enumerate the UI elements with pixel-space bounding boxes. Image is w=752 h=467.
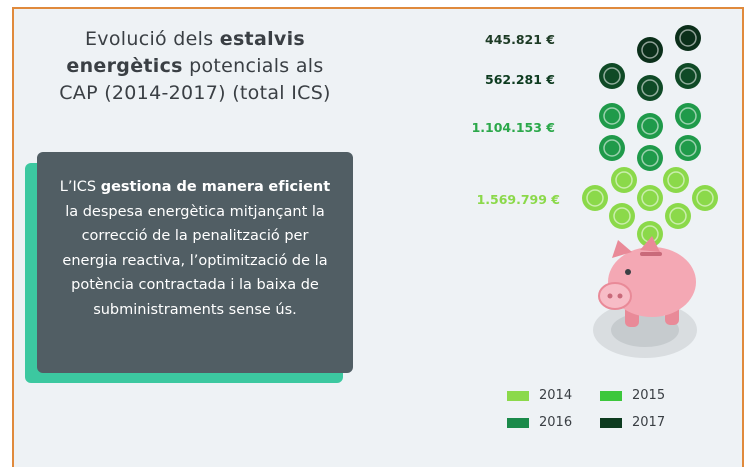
coin bbox=[599, 63, 625, 89]
pig-snout bbox=[599, 283, 631, 309]
page: Estalvis energètics html, body { margin:… bbox=[0, 0, 752, 459]
coin bbox=[637, 145, 663, 171]
pig-eye bbox=[625, 269, 631, 275]
pig-nostril bbox=[618, 294, 623, 299]
coin bbox=[637, 75, 663, 101]
callout-text: L’ICS bbox=[60, 179, 96, 195]
legend-label: 2014 bbox=[539, 388, 572, 403]
title-bold: energètics bbox=[66, 55, 182, 77]
title-part: potencials als bbox=[189, 55, 323, 77]
coin bbox=[637, 185, 663, 211]
coin bbox=[675, 103, 701, 129]
body: {"title": {"parts": ["Evolució dels", "e… bbox=[0, 0, 752, 459]
callout-text: la despesa energètica mitjançant la corr… bbox=[62, 204, 327, 318]
legend-item: 2014 bbox=[507, 388, 572, 403]
legend-label: 2017 bbox=[632, 415, 665, 430]
coin bbox=[611, 167, 637, 193]
coin bbox=[609, 203, 635, 229]
coin bbox=[675, 25, 701, 51]
coin bbox=[675, 63, 701, 89]
title-part: Evolució dels bbox=[85, 28, 213, 50]
title: Evolució dels estalvis energètics potenci… bbox=[30, 26, 360, 107]
saving-amount: 562.281 € bbox=[445, 72, 555, 87]
legend-label: 2015 bbox=[632, 388, 665, 403]
callout: L’ICS gestiona de manera eficient la des… bbox=[37, 152, 353, 373]
coin bbox=[675, 135, 701, 161]
coin bbox=[692, 185, 718, 211]
legend-swatch bbox=[507, 418, 529, 428]
coins bbox=[582, 25, 718, 247]
legend-item: 2017 bbox=[600, 415, 665, 430]
coin bbox=[663, 167, 689, 193]
legend-swatch bbox=[507, 391, 529, 401]
legend-label: 2016 bbox=[539, 415, 572, 430]
pig-nostril bbox=[608, 294, 613, 299]
coin bbox=[599, 135, 625, 161]
coin bbox=[599, 103, 625, 129]
callout-bold: gestiona de manera bbox=[101, 179, 264, 195]
legend-item: 2016 bbox=[507, 415, 572, 430]
coin bbox=[637, 113, 663, 139]
legend-item: 2015 bbox=[600, 388, 665, 403]
callout-bold: eficient bbox=[268, 179, 330, 195]
legend-swatch bbox=[600, 391, 622, 401]
title-part: CAP (2014-2017) (total ICS) bbox=[59, 82, 331, 104]
legend-swatch bbox=[600, 418, 622, 428]
saving-amount: 1.569.799 € bbox=[450, 192, 560, 207]
coin-slot bbox=[640, 252, 662, 256]
title-bold: estalvis bbox=[220, 28, 305, 50]
coin bbox=[637, 37, 663, 63]
coin bbox=[582, 185, 608, 211]
saving-amount: 445.821 € bbox=[445, 32, 555, 47]
saving-amount: 1.104.153 € bbox=[445, 120, 555, 135]
coin bbox=[665, 203, 691, 229]
